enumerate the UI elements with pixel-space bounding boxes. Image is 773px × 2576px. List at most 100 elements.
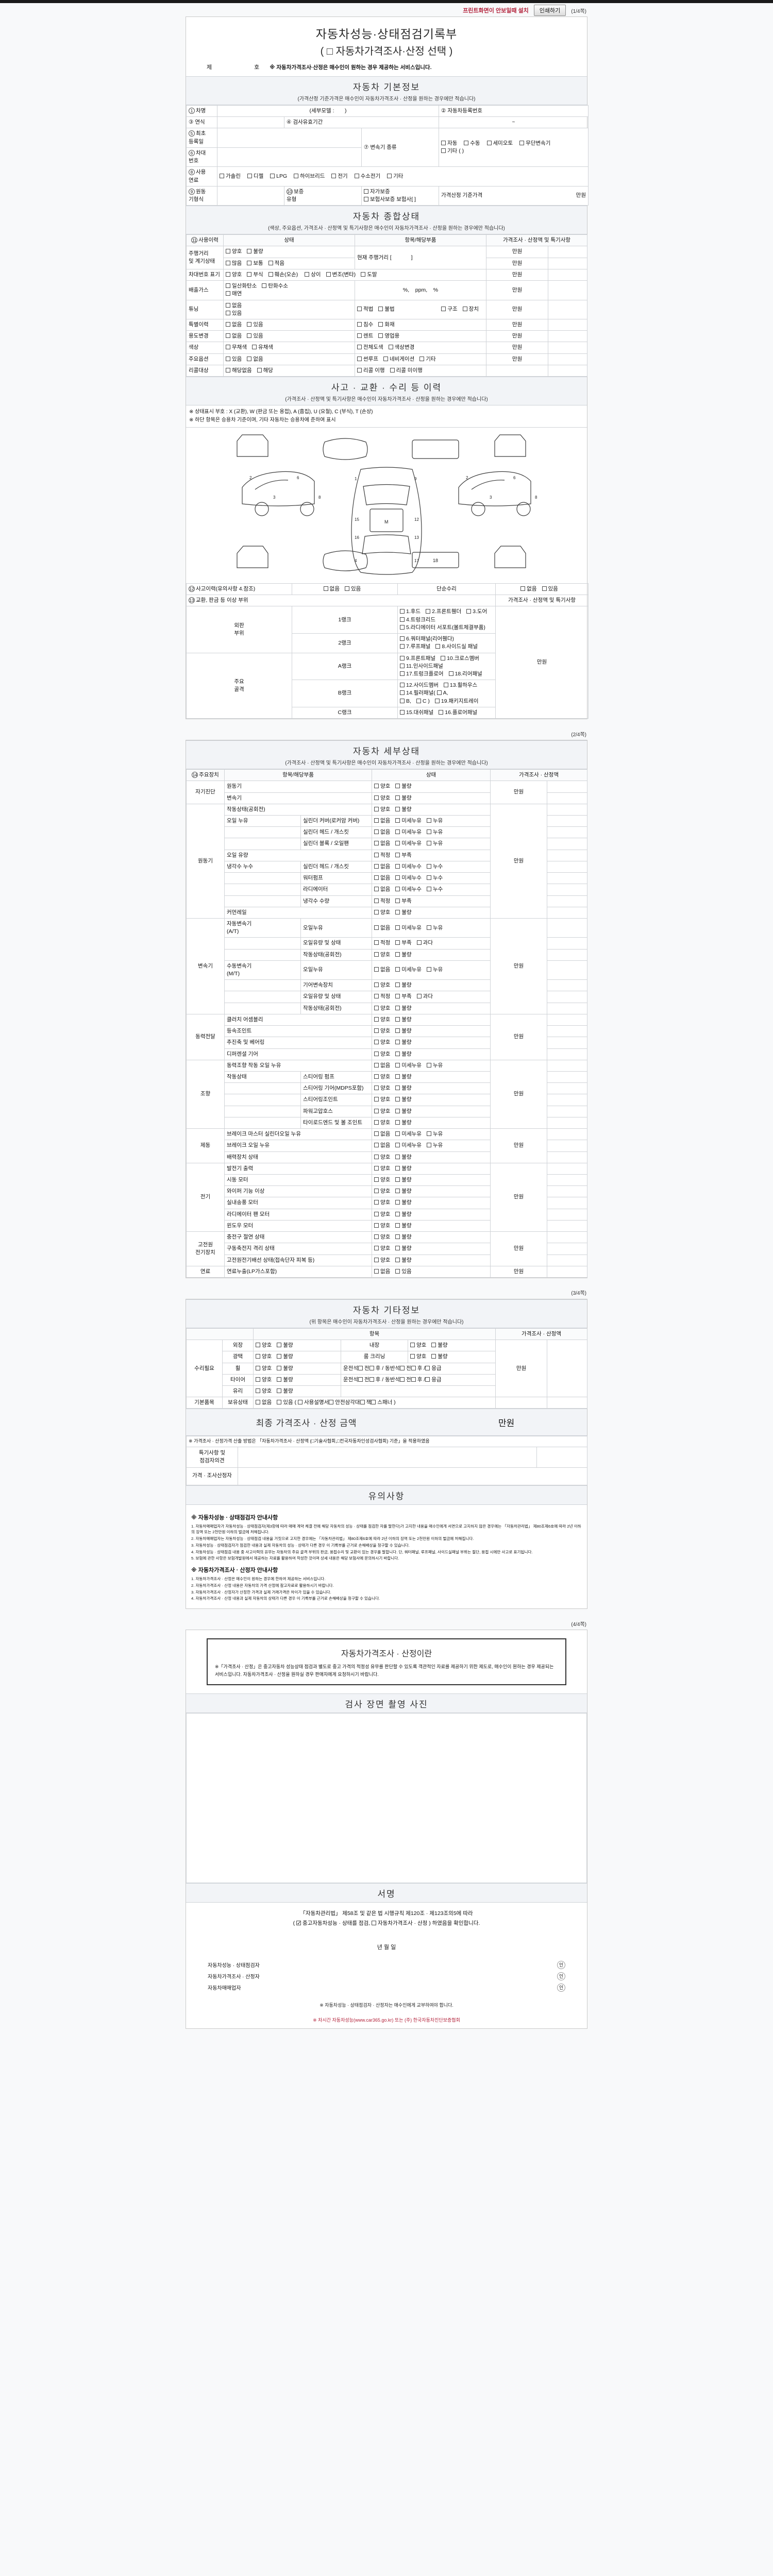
detail-note-cell[interactable] [547,1048,588,1060]
detail-state-options[interactable]: 없음 미세누유 누유 [372,1059,491,1072]
detail-state-options[interactable]: 없음 미세누수 누수 [372,872,491,885]
detail-state-options[interactable]: 적정 부족 과다 [372,991,491,1003]
options-note[interactable] [548,353,587,365]
mileage-price-2[interactable]: 만원 [486,257,548,269]
emission-values[interactable]: %, ppm, % [355,280,486,300]
color-item[interactable]: 전체도색 색상변경 [355,342,486,354]
detail-state-options[interactable]: 양호 불량 [372,1151,491,1163]
detail-note-cell[interactable] [547,991,588,1003]
tuning-legal[interactable]: 적법 불법 구조 장치 [355,299,486,319]
detail-note-cell[interactable] [547,1208,588,1221]
detail-note-cell[interactable] [547,815,588,827]
tuning-price[interactable]: 만원 [486,299,548,319]
detail-state-options[interactable]: 양호 불량 [372,1071,491,1083]
detail-price-value[interactable]: 만원 [490,1128,548,1163]
detail-state-options[interactable]: 없음 미세누유 누유 [372,960,491,980]
special-history-state[interactable]: 없음 있음 [223,318,355,331]
warranty-options[interactable]: 자가보증 보험사보증 보험사[ ] [361,185,439,206]
detail-state-options[interactable]: 없음 미세누유 누유 [372,815,491,827]
color-price[interactable]: 만원 [486,342,548,354]
detail-state-options[interactable]: 없음 미세누수 누수 [372,860,491,873]
price-base-cell[interactable]: 가격산정 기준가격 만원 [439,185,589,206]
vin-mark-state[interactable]: 양호 부식 훼손(오손) 상이 변조(변타) 도말 [223,268,486,281]
fuel-options[interactable]: 가솔린 디젤 LPG 하이브리드 전기 수소전기 기타 [217,166,589,187]
detail-price-value[interactable]: 만원 [490,1059,548,1129]
detail-note-cell[interactable] [547,1197,588,1209]
detail-state-options[interactable]: 양호 불량 [372,1185,491,1198]
detail-state-options[interactable]: 양호 불량 [372,1116,491,1129]
detail-price-value[interactable]: 만원 [490,1013,548,1060]
possession-state[interactable]: 없음 있음 ( 사용설명서 안전삼각대 잭 스패너 ) [253,1397,496,1409]
detail-state-options[interactable]: 양호 불량 [372,1037,491,1049]
detail-note-cell[interactable] [547,948,588,961]
model-year-value[interactable] [217,116,284,129]
detail-state-options[interactable]: 양호 불량 [372,1197,491,1209]
detail-note-cell[interactable] [547,1231,588,1244]
basic-items-price[interactable] [495,1397,548,1409]
recall-item[interactable]: 리콜 이행 리콜 미이행 [355,364,486,377]
signer-input-price[interactable] [533,1971,546,1982]
detail-note-cell[interactable] [547,1071,588,1083]
recall-note[interactable] [548,364,587,377]
options-item[interactable]: 썬루프 네비게이션 기타 [355,353,486,365]
detail-note-cell[interactable] [547,918,588,938]
detail-note-cell[interactable] [547,860,588,873]
tuning-state[interactable]: 없음 있음 [223,299,355,319]
emission-state[interactable]: 일산화탄소 탄화수소 매연 [223,280,355,300]
detail-state-options[interactable]: 양호 불량 [372,1208,491,1221]
detail-state-options[interactable]: 양호 불량 [372,1162,491,1175]
detail-note-cell[interactable] [547,1219,588,1232]
tire-state[interactable]: 양호 불량 [253,1374,341,1386]
transmission-options[interactable]: 자동 수동 세미오토 무단변속기 기타 ( ) [439,128,589,167]
detail-state-options[interactable]: 양호 불량 [372,1219,491,1232]
detail-note-cell[interactable] [547,849,588,861]
detail-note-cell[interactable] [547,1002,588,1014]
detail-state-options[interactable]: 양호 불량 [372,948,491,961]
detail-state-options[interactable]: 없음 미세누유 누유 [372,918,491,938]
seal-dealer[interactable]: 인 [546,1982,566,1993]
detail-note-cell[interactable] [547,1082,588,1095]
car-name-value[interactable]: (세부모델 : ) [217,105,439,117]
detail-note-cell[interactable] [547,872,588,885]
options-state[interactable]: 있음 없음 [223,353,355,365]
recall-state[interactable]: 해당없음 해당 [223,364,355,377]
detail-state-options[interactable]: 양호 불량 [372,1094,491,1106]
emission-price[interactable]: 만원 [486,280,548,300]
detail-note-cell[interactable] [547,1094,588,1106]
detail-price-value[interactable]: 만원 [490,781,548,804]
detail-note-cell[interactable] [547,1105,588,1117]
detail-note-cell[interactable] [547,960,588,980]
detail-note-cell[interactable] [547,826,588,839]
detail-note-cell[interactable] [547,781,588,793]
detail-state-options[interactable]: 양호 불량 [372,1243,491,1255]
emission-note[interactable] [548,280,587,300]
detail-state-options[interactable]: 양호 불량 [372,792,491,804]
tuning-note[interactable] [548,299,587,319]
mileage-note-2[interactable] [548,257,587,269]
detail-state-options[interactable]: 양호 불량 [372,781,491,793]
basic-items-note[interactable] [547,1397,588,1409]
special-history-price[interactable]: 만원 [486,318,548,331]
usage-change-item[interactable]: 렌트 영업용 [355,330,486,343]
detail-state-options[interactable]: 없음 미세누유 누유 [372,1128,491,1141]
special-history-note[interactable] [548,318,587,331]
price-assessor-value[interactable] [238,1467,587,1485]
detail-state-options[interactable]: 양호 불량 [372,1002,491,1014]
rank-2-items[interactable]: 6.쿼터패널(리어휀다)7.루프패널 8.사이드실 패널 [397,633,496,653]
detail-state-options[interactable]: 양호 불량 [372,1013,491,1026]
detail-state-options[interactable]: 없음 있음 [372,1265,491,1278]
detail-note-cell[interactable] [547,1174,588,1187]
signature-date-line[interactable]: 년 월 일 [377,1944,396,1951]
detail-note-cell[interactable] [547,792,588,804]
detail-note-cell[interactable] [547,1013,588,1026]
parts-price-value[interactable]: 만원 [495,606,589,719]
detail-price-value[interactable]: 만원 [490,1265,548,1278]
detail-state-options[interactable]: 적정 부족 과다 [372,937,491,950]
special-remarks-value[interactable] [238,1446,537,1468]
seal-price[interactable]: 인 [546,1971,566,1982]
detail-note-cell[interactable] [547,1025,588,1038]
detail-price-value[interactable]: 만원 [490,1162,548,1232]
detail-state-options[interactable]: 없음 미세누유 누유 [372,826,491,839]
detail-note-cell[interactable] [547,1128,588,1141]
usage-change-note[interactable] [548,330,587,343]
